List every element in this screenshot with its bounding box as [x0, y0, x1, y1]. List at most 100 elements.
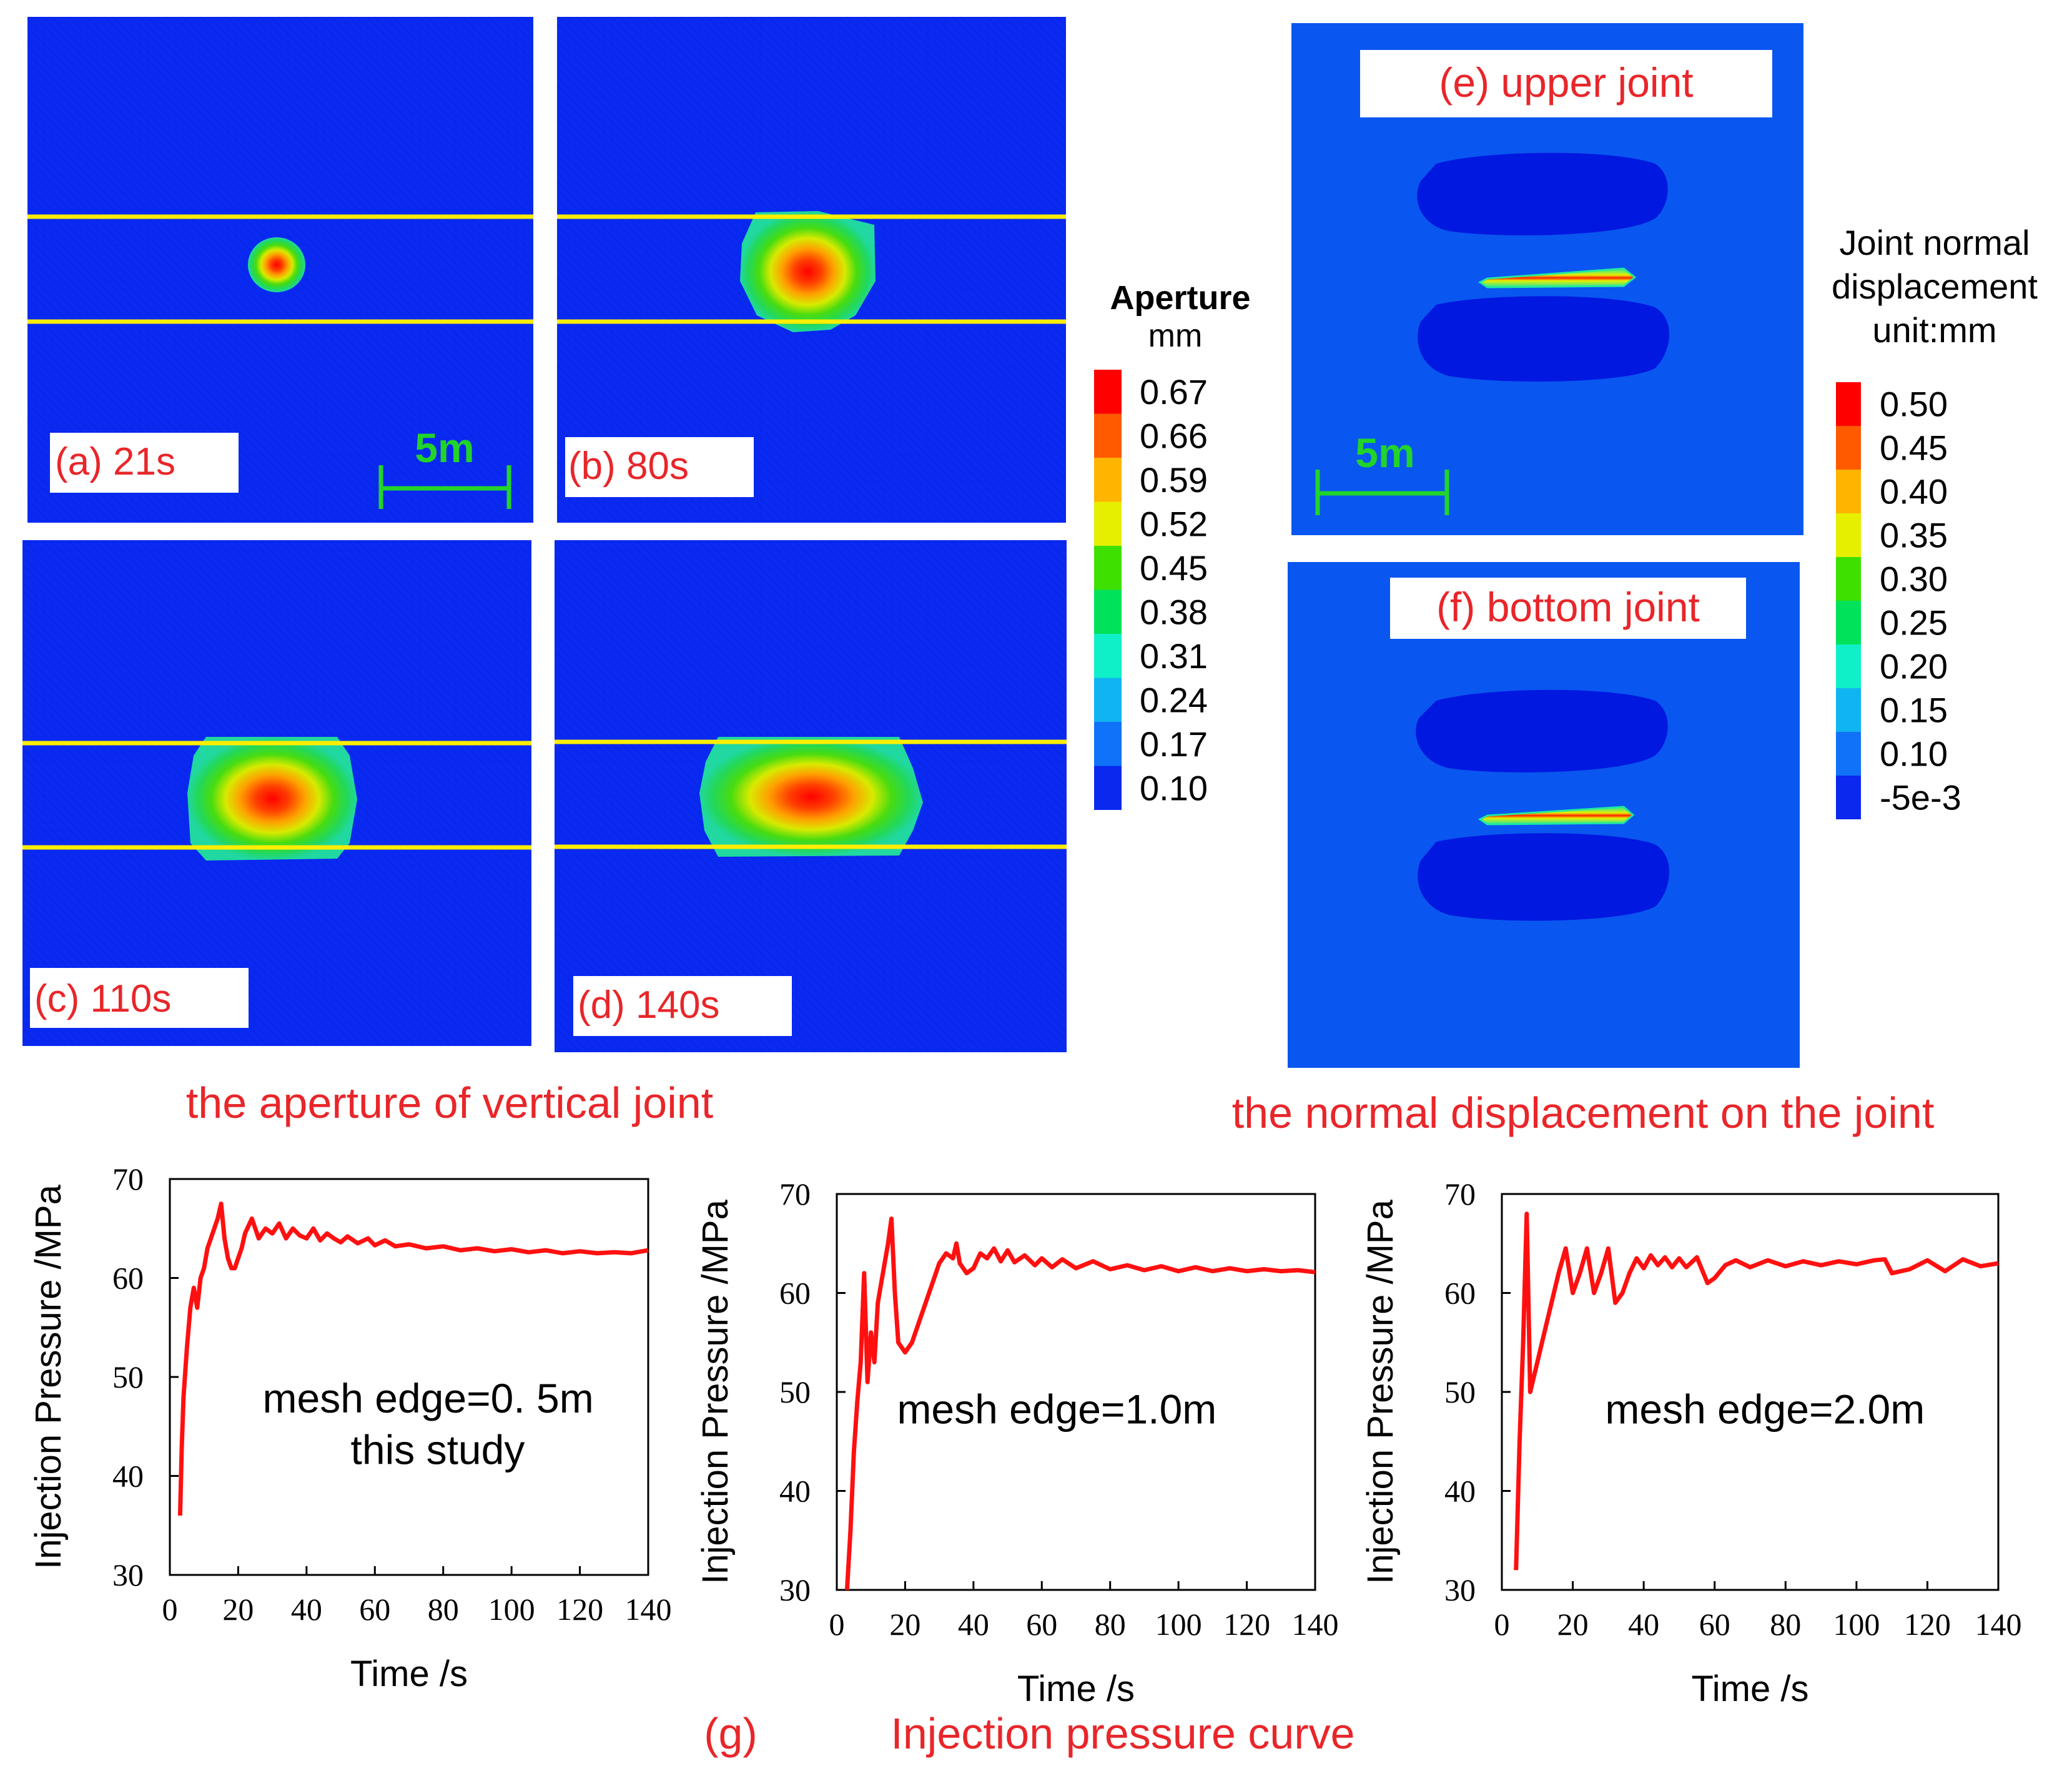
x-tick-label: 140: [625, 1592, 672, 1627]
aperture-legend-level: 0.10: [1140, 768, 1208, 807]
displacement-legend-level: 0.35: [1880, 516, 1948, 555]
displacement-legend-level: 0.10: [1880, 734, 1948, 774]
displacement-legend-level: 0.20: [1880, 647, 1948, 686]
displacement-legend-swatch: [1836, 776, 1861, 819]
displacement-panel-e: (e) upper joint 5m: [1291, 23, 1803, 535]
displacement-legend-swatch: [1836, 513, 1861, 557]
scale-bar-label: 5m: [415, 425, 474, 471]
x-tick-label: 80: [1095, 1607, 1126, 1642]
panel-label-c: (c) 110s: [34, 977, 171, 1020]
x-tick-label: 80: [428, 1592, 459, 1627]
x-tick-label: 140: [1975, 1607, 2022, 1642]
panel-label-a: (a) 21s: [55, 440, 175, 483]
y-tick-label: 30: [112, 1557, 144, 1592]
aperture-legend-swatch: [1094, 722, 1122, 766]
displacement-legend-swatch: [1836, 557, 1861, 601]
x-tick-label: 100: [1833, 1607, 1880, 1642]
x-tick-label: 100: [1155, 1607, 1202, 1642]
displacement-legend: Joint normal displacement unit:mm 0.50 0.…: [1832, 223, 2038, 819]
aperture-legend-swatch: [1094, 458, 1122, 502]
aperture-legend-level: 0.31: [1140, 636, 1208, 676]
displacement-legend-swatch: [1836, 426, 1861, 470]
displacement-legend-level: -5e-3: [1880, 778, 1961, 817]
displacement-blob-lower: [1418, 833, 1669, 921]
pressure-series-line: [1514, 1211, 1999, 1571]
scale-bar: 5m: [1315, 430, 1449, 515]
aperture-legend-swatch: [1094, 634, 1122, 678]
y-tick-label: 50: [1444, 1374, 1476, 1409]
pressure-chart-2.0m: 0 20 40 60 80 100 120 140 30 40 50 60 70 Time /s Injec…: [1360, 1177, 2022, 1709]
aperture-legend-swatch: [1094, 590, 1122, 634]
y-axis-label: Injection Pressure /MPa: [695, 1199, 736, 1584]
y-tick-label: 60: [779, 1276, 811, 1311]
aperture-contour-d: [699, 737, 923, 857]
panel-label-box: [1390, 578, 1746, 639]
aperture-legend-swatch: [1094, 370, 1122, 414]
displacement-blob-upper: [1416, 689, 1668, 772]
y-tick-label: 40: [112, 1459, 144, 1494]
chart-annotation: mesh edge=0. 5m: [263, 1375, 594, 1421]
panel-label-box: [573, 976, 792, 1036]
displacement-crack-e: [1478, 267, 1637, 289]
x-tick-label: 120: [556, 1592, 603, 1627]
y-tick-label: 40: [1444, 1474, 1476, 1509]
caption-aperture: the aperture of vertical joint: [186, 1078, 713, 1127]
aperture-panel-a: (a) 21s 5m: [27, 17, 533, 523]
aperture-legend-level: 0.45: [1140, 548, 1208, 588]
aperture-legend-swatch: [1094, 501, 1122, 546]
chart-annotation: mesh edge=2.0m: [1605, 1386, 1925, 1433]
aperture-contour-a: [248, 237, 305, 292]
x-tick-label: 80: [1770, 1607, 1801, 1642]
x-tick-label: 0: [1494, 1607, 1510, 1642]
displacement-legend-level: 0.25: [1880, 603, 1948, 643]
aperture-panel-b: (b) 80s: [557, 17, 1066, 523]
aperture-legend-title: Aperture: [1110, 279, 1250, 317]
y-tick-label: 70: [779, 1177, 811, 1211]
displacement-legend-title-2: displacement: [1832, 267, 2038, 306]
displacement-legend-swatch: [1836, 732, 1861, 776]
x-tick-label: 60: [1699, 1607, 1730, 1642]
x-tick-label: 0: [829, 1607, 845, 1642]
x-tick-label: 0: [162, 1592, 178, 1627]
aperture-legend-swatch: [1094, 678, 1122, 722]
scale-bar: 5m: [378, 425, 511, 509]
aperture-legend-level: 0.38: [1140, 592, 1208, 631]
displacement-legend-level: 0.15: [1880, 691, 1948, 730]
displacement-legend-swatch: [1836, 382, 1861, 426]
aperture-legend-level: 0.59: [1140, 460, 1208, 500]
y-tick-label: 70: [1444, 1177, 1476, 1211]
x-tick-label: 20: [889, 1607, 920, 1642]
aperture-panel-d: (d) 140s: [555, 540, 1067, 1052]
displacement-legend-swatch: [1836, 601, 1861, 644]
y-tick-label: 30: [1444, 1572, 1476, 1607]
y-tick-label: 50: [112, 1359, 144, 1394]
y-tick-label: 50: [779, 1374, 811, 1409]
y-axis-label: Injection Pressure /MPa: [1360, 1199, 1401, 1584]
chart-annotation: this study: [351, 1426, 525, 1473]
caption-g-label: (g): [704, 1709, 757, 1758]
panel-label-f: (f) bottom joint: [1436, 584, 1700, 630]
pressure-series-line: [844, 1216, 1316, 1591]
displacement-legend-swatch: [1836, 470, 1861, 513]
x-tick-label: 40: [1628, 1607, 1659, 1642]
displacement-legend-swatch: [1836, 644, 1861, 688]
x-tick-label: 40: [958, 1607, 989, 1642]
panel-label-box: [565, 437, 754, 497]
y-tick-label: 30: [779, 1572, 811, 1607]
panel-label-e: (e) upper joint: [1439, 59, 1693, 106]
displacement-legend-title-3: unit:mm: [1872, 310, 1996, 350]
x-tick-label: 60: [359, 1592, 390, 1627]
y-tick-label: 60: [112, 1261, 144, 1296]
panel-label-box: [30, 968, 249, 1028]
chart-annotation: mesh edge=1.0m: [897, 1386, 1216, 1433]
aperture-legend-swatch: [1094, 546, 1122, 590]
pressure-chart-0.5m: 0 20 40 60 80 100 120 140 30 40 50 60 70 Time /s Injec…: [28, 1162, 672, 1694]
x-axis-label: Time /s: [350, 1654, 468, 1694]
x-tick-label: 40: [291, 1592, 322, 1627]
aperture-legend-unit: mm: [1148, 318, 1203, 354]
x-tick-label: 120: [1904, 1607, 1951, 1642]
y-tick-label: 40: [779, 1474, 811, 1509]
aperture-legend-swatch: [1094, 766, 1122, 810]
panel-label-box: [1360, 50, 1772, 117]
